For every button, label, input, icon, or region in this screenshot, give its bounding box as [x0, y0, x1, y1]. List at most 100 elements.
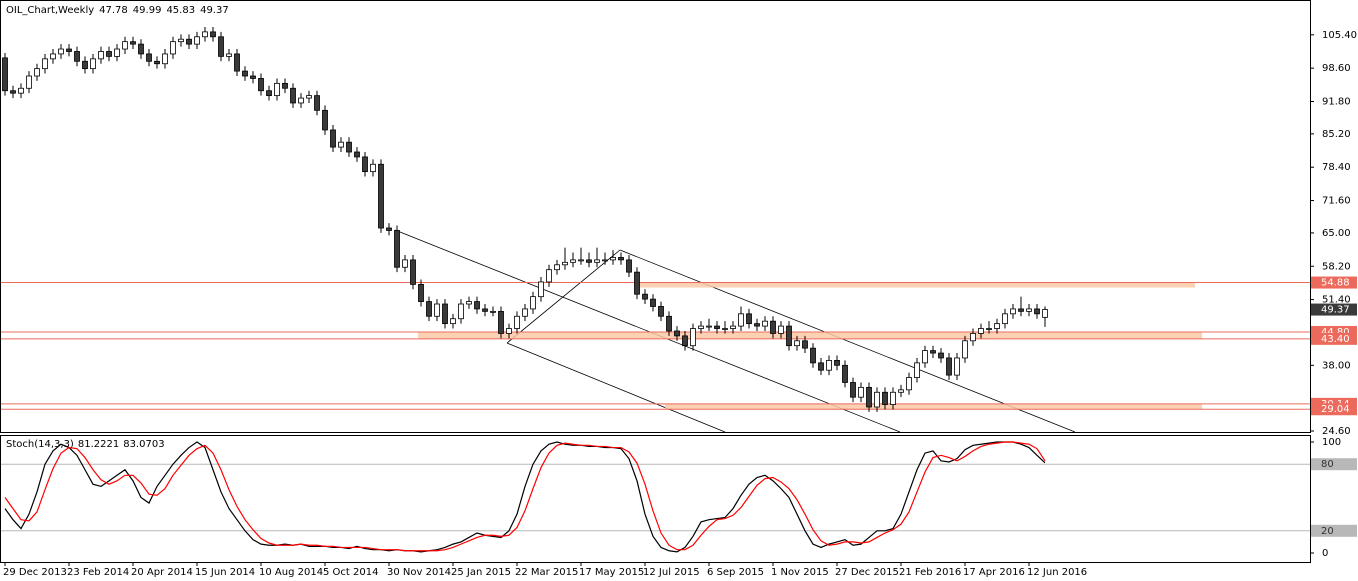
current-price-label: 49.37 — [1321, 305, 1350, 316]
candle-body — [722, 328, 728, 330]
zone — [634, 282, 1195, 288]
x-tick-label: 22 Mar 2015 — [515, 567, 578, 578]
candle-body — [362, 156, 368, 173]
y-tick-label: 24.60 — [1322, 426, 1351, 437]
x-tick-label: 15 Jun 2014 — [195, 567, 255, 578]
candle-body — [770, 320, 776, 334]
candle-body — [378, 163, 384, 229]
x-tick-label: 6 Sep 2015 — [707, 567, 764, 578]
candle-body — [666, 315, 672, 332]
candle-body — [1042, 309, 1048, 318]
stoch-line — [4, 441, 1046, 553]
candle-body — [626, 259, 632, 273]
candle-body — [330, 129, 336, 148]
level-box — [1311, 403, 1357, 416]
x-tick-label: 17 May 2015 — [579, 567, 644, 578]
y-tick-label: 71.60 — [1322, 196, 1351, 207]
x-tick-label: 21 Feb 2016 — [899, 567, 961, 578]
candle-body — [866, 386, 872, 408]
header-open: 47.78 — [99, 5, 128, 16]
candle-body — [426, 301, 432, 317]
candle-body — [34, 68, 40, 77]
header-low: 45.83 — [166, 5, 195, 16]
y-tick-label: 105.40 — [1322, 30, 1357, 41]
candle-body — [234, 53, 240, 72]
candle-body — [58, 48, 64, 55]
chart-header: OIL_Chart,Weekly 47.78 49.99 45.83 49.37 — [6, 5, 229, 16]
candle-body — [442, 303, 448, 325]
candle-body — [762, 320, 768, 327]
candle-body — [146, 53, 152, 62]
candle-body — [498, 310, 504, 334]
candle-body — [482, 308, 488, 312]
candle-body — [290, 87, 296, 104]
candle-body — [962, 340, 968, 359]
y-tick-label: 85.20 — [1322, 129, 1351, 140]
trend-line — [506, 342, 726, 433]
x-tick-label: 12 Jul 2015 — [643, 567, 700, 578]
candle-body — [402, 259, 408, 268]
candle-body — [794, 340, 800, 347]
candle-body — [74, 51, 80, 62]
x-tick-label: 5 Oct 2014 — [323, 567, 378, 578]
candle-body — [714, 325, 720, 329]
level-box — [1311, 332, 1357, 345]
stoch-panel — [0, 435, 1311, 563]
candle-body — [386, 227, 392, 231]
candle-body — [530, 296, 536, 310]
candle-body — [210, 31, 216, 38]
y-tick-label: 51.40 — [1322, 295, 1351, 306]
candle-body — [346, 141, 352, 153]
candle-body — [186, 38, 192, 45]
x-tick-label: 20 Apr 2014 — [131, 567, 193, 578]
candle-body — [698, 325, 704, 329]
candle-body — [258, 78, 264, 92]
candle-body — [810, 347, 816, 364]
level-box — [1311, 276, 1357, 289]
candle-body — [106, 51, 112, 57]
candle-body — [834, 360, 840, 366]
x-tick-label: 25 Jan 2015 — [451, 567, 511, 578]
trend-lines — [394, 229, 1076, 433]
candle-body — [994, 323, 1000, 329]
candle-body — [50, 53, 56, 60]
indicator-title: Stoch(14,3,3) — [6, 439, 74, 450]
candle-body — [602, 259, 608, 262]
candle-body — [514, 315, 520, 329]
candle-body — [202, 31, 208, 38]
y-tick-label: 100 — [1322, 437, 1341, 448]
candle-body — [410, 259, 416, 285]
candle-body — [922, 350, 928, 364]
candle-body — [194, 36, 200, 45]
candle-body — [978, 328, 984, 334]
candle-body — [906, 377, 912, 391]
candle-body — [338, 141, 344, 148]
candle-body — [266, 90, 272, 97]
candle-body — [570, 259, 576, 263]
candle-body — [1026, 308, 1032, 312]
candle-body — [562, 261, 568, 266]
x-tick-label: 17 Apr 2016 — [963, 567, 1025, 578]
candle-body — [882, 391, 888, 405]
candle-body — [874, 391, 880, 408]
candle-body — [1010, 308, 1016, 315]
candle-body — [930, 350, 936, 354]
trend-line — [619, 249, 1076, 433]
candle-body — [490, 310, 496, 313]
candle-body — [618, 257, 624, 261]
candle-body — [458, 303, 464, 320]
candle-body — [370, 163, 376, 173]
candle-body — [554, 264, 560, 271]
x-tick-label: 10 Aug 2014 — [259, 567, 323, 578]
candle-body — [946, 357, 952, 376]
candle-body — [634, 271, 640, 295]
chart-title: OIL_Chart,Weekly — [6, 5, 94, 16]
x-tick-label: 1 Nov 2015 — [771, 567, 829, 578]
candle-body — [434, 303, 440, 317]
level-box — [1311, 524, 1357, 537]
candle-body — [250, 75, 256, 79]
trend-line — [506, 249, 621, 344]
candle-body — [130, 41, 136, 45]
candle-body — [354, 151, 360, 158]
candle-body — [82, 60, 88, 70]
